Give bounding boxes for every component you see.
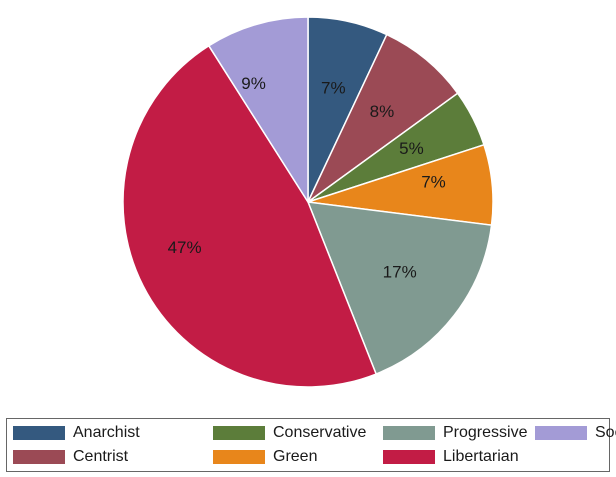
pie-chart: 7% 8%5% 7% 17% 47% 9% — [122, 16, 494, 388]
legend-swatch — [383, 450, 435, 464]
pie-slice-progressive — [306, 201, 493, 375]
legend-item-progressive: Progressive — [383, 423, 527, 443]
legend-swatch — [13, 450, 65, 464]
slice-label-conservative: 5% — [399, 139, 424, 158]
slice-label-socialist: 9% — [241, 74, 266, 93]
pie-slice-libertarian — [122, 44, 378, 388]
legend-label: Green — [273, 448, 318, 465]
legend-item-anarchist: Anarchist — [13, 423, 140, 443]
pie-labels: 7% 8%5% 7% 17% 47% 9% — [168, 74, 446, 282]
legend-item-conservative: Conservative — [213, 423, 366, 443]
legend: Anarchist Conservative Progressive Socialis… — [6, 418, 616, 472]
pie-slice-socialist — [207, 16, 309, 205]
legend-label: Libertarian — [443, 448, 519, 465]
legend-item-green: Green — [213, 447, 317, 467]
legend-item-centrist: Centrist — [13, 447, 128, 467]
legend-label: Conservative — [273, 424, 367, 441]
legend-label: Centrist — [73, 448, 129, 465]
legend-label: Progressive — [443, 424, 528, 441]
legend-swatch — [535, 426, 587, 440]
legend-swatch — [213, 426, 265, 440]
legend-label: Socialist — [595, 424, 616, 441]
pie-slice-centrist — [307, 33, 459, 203]
pie-slices — [122, 16, 494, 388]
legend-item-socialist: Socialist — [535, 423, 616, 443]
slice-label-libertarian: 47% — [168, 238, 202, 257]
legend-swatch — [213, 450, 265, 464]
legend-swatch — [383, 426, 435, 440]
slice-label-anarchist: 7% — [321, 78, 346, 97]
slice-label-centrist: 8% — [370, 102, 395, 121]
slice-label-progressive: 17% — [383, 263, 417, 282]
legend-label: Anarchist — [73, 424, 140, 441]
legend-swatch — [13, 426, 65, 440]
legend-item-libertarian: Libertarian — [383, 447, 519, 467]
slice-label-green: 7% — [421, 173, 446, 192]
